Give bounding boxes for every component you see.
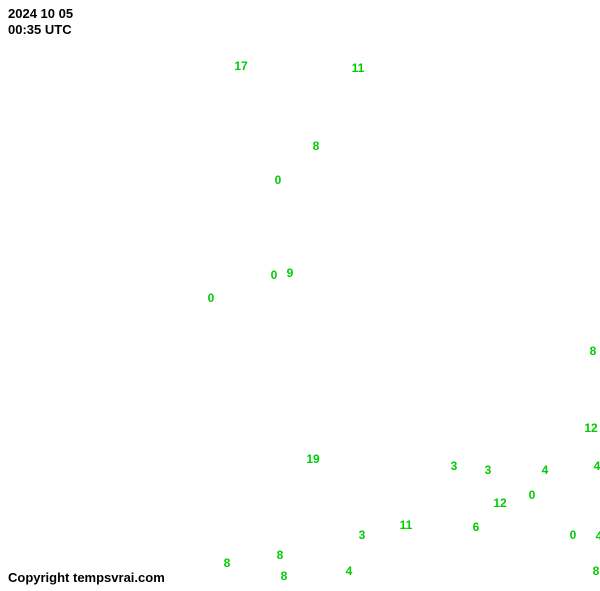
- time-line: 00:35 UTC: [8, 22, 72, 37]
- data-point: 11: [352, 61, 365, 75]
- data-point: 4: [346, 564, 353, 578]
- data-point: 8: [277, 548, 284, 562]
- timestamp-block: 2024 10 05 00:35 UTC: [8, 6, 73, 39]
- data-point: 0: [275, 173, 282, 187]
- data-point: 11: [400, 518, 413, 532]
- data-point: 3: [359, 528, 366, 542]
- data-point: 8: [593, 564, 600, 578]
- data-point: 4: [542, 463, 549, 477]
- data-point: 12: [493, 496, 506, 510]
- data-point: 0: [529, 488, 536, 502]
- copyright-line: Copyright tempsvrai.com: [8, 570, 165, 585]
- date-line: 2024 10 05: [8, 6, 73, 21]
- data-point: 6: [473, 520, 480, 534]
- data-point: 4: [596, 529, 600, 543]
- data-point: 9: [287, 266, 294, 280]
- data-point: 0: [271, 268, 278, 282]
- data-point: 3: [451, 459, 458, 473]
- data-point: 4: [594, 459, 600, 473]
- data-point: 19: [306, 452, 319, 466]
- data-point: 8: [224, 556, 231, 570]
- data-point: 12: [584, 421, 597, 435]
- data-point: 0: [208, 291, 215, 305]
- data-point: 8: [313, 139, 320, 153]
- data-point: 8: [590, 344, 597, 358]
- data-point: 8: [281, 569, 288, 583]
- data-point: 3: [485, 463, 492, 477]
- data-point: 0: [570, 528, 577, 542]
- data-point: 17: [234, 59, 247, 73]
